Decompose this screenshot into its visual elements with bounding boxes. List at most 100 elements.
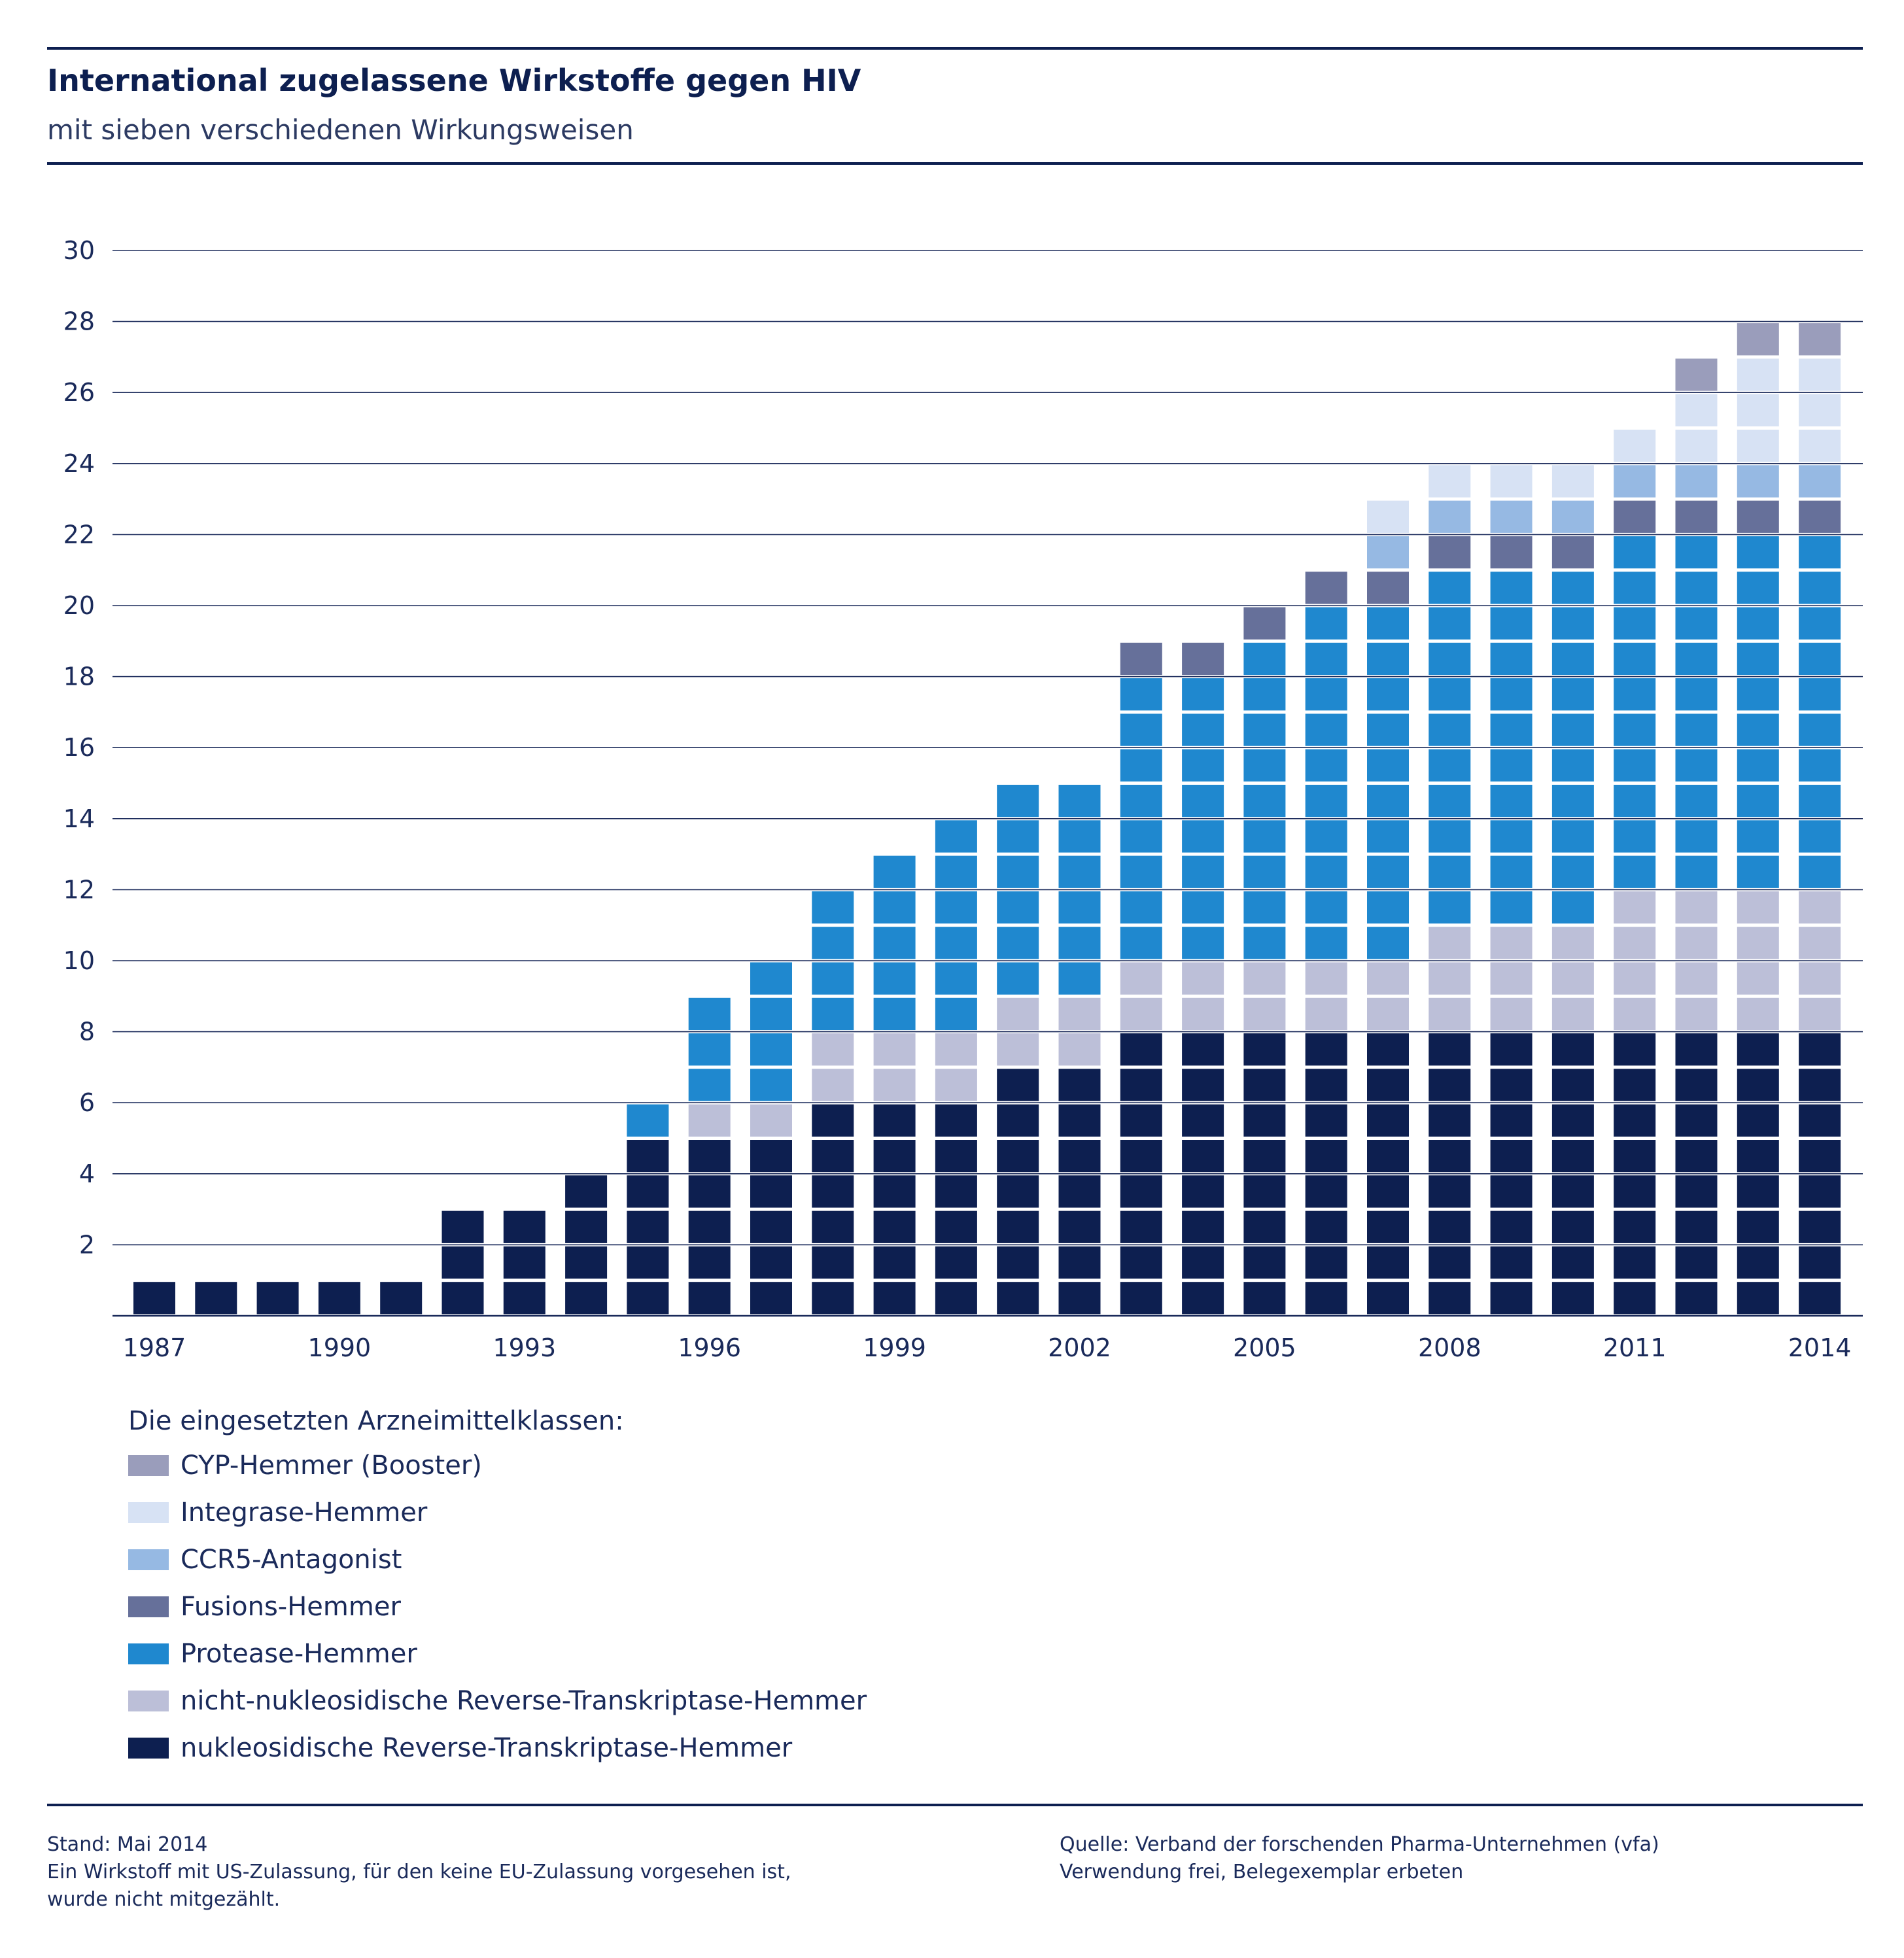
bar-segment [1614,1175,1656,1208]
footnote-right: Quelle: Verband der forschenden Pharma-U… [1060,1831,1659,1886]
bar-segment [750,1033,792,1066]
y-tick-label: 4 [79,1159,95,1188]
bar-segment [380,1282,423,1314]
gridlines [113,250,1863,1317]
bar-segment [1737,1033,1779,1066]
bar-segment [1120,1211,1162,1243]
bar-segment [1428,713,1471,746]
bar-segment [812,1246,854,1279]
bar-segment [873,1246,916,1279]
legend-item-nnrti: nicht-nukleosidische Reverse-Transkripta… [128,1686,867,1716]
bar-segment [1243,855,1286,888]
bar-segment [1428,1140,1471,1173]
bar-segment [935,927,977,959]
bar-segment [1675,749,1718,781]
bar-segment [1058,1069,1101,1101]
bar-segment [1243,607,1286,640]
bar-segment [1367,713,1409,746]
bar-segment [812,962,854,995]
bar-segment [1799,927,1841,959]
legend-swatch [128,1643,169,1664]
bar-segment [503,1282,545,1314]
bar-segment [1120,962,1162,995]
bar-segment [1428,1069,1471,1101]
bar-segment [1737,997,1779,1031]
bar-segment [1182,785,1224,817]
bar-segment [1243,891,1286,924]
bar-segment [997,891,1039,924]
bar-segment [1737,465,1779,498]
bar-segment [1243,997,1286,1031]
bar-segment [1428,465,1471,498]
bar-segment [688,1211,731,1243]
bar-segment [1367,607,1409,640]
bar-segment [1428,749,1471,781]
bar-segment [1675,820,1718,853]
bar-segment [1243,749,1286,781]
bar-segment [1305,1282,1347,1314]
bar-segment [1490,1069,1532,1101]
bar-segment [1305,607,1347,640]
footnote-status: Stand: Mai 2014 [47,1833,208,1856]
bar-segment [1120,927,1162,959]
bar-segment [1490,855,1532,888]
bar-segment [1614,500,1656,533]
legend-item-cyp-hemmer: CYP-Hemmer (Booster) [128,1451,482,1481]
bar-segment [1243,642,1286,676]
bar-segment [1737,1246,1779,1279]
footnote-source: Quelle: Verband der forschenden Pharma-U… [1060,1833,1659,1856]
bar-segment [935,855,977,888]
bar-segment [935,1282,977,1314]
bar-segment [812,927,854,959]
bar-segment [812,1175,854,1208]
bar-segment [750,962,792,995]
bar-segment [1675,1104,1718,1137]
bar-segment [1490,1211,1532,1243]
bar-segment [1367,536,1409,569]
bar-segment [997,1175,1039,1208]
bar-segment [1675,1033,1718,1066]
bar-segment [1799,1175,1841,1208]
x-tick-label: 2014 [1788,1333,1852,1362]
y-tick-label: 16 [63,733,95,762]
y-tick-label: 30 [63,236,95,265]
bar-segment [1675,713,1718,746]
bar-segment [1490,785,1532,817]
x-tick-label: 1993 [493,1333,556,1362]
bar-segment [1243,1175,1286,1208]
bar-segment [1120,1069,1162,1101]
bar-segment [997,997,1039,1031]
bar-segment [1675,997,1718,1031]
bar-segment [1675,1140,1718,1173]
bar-segment [1120,1175,1162,1208]
x-tick-label: 2011 [1603,1333,1667,1362]
bar-segment [1428,572,1471,604]
bar-segment [1367,1069,1409,1101]
bar-segment [935,1140,977,1173]
legend-item-integrase-hemmer: Integrase-Hemmer [128,1498,427,1528]
legend-swatch [128,1691,169,1711]
bar-segment [1243,962,1286,995]
bar-segment [1737,927,1779,959]
bar-segment [1428,1033,1471,1066]
bar-segment [1799,1104,1841,1137]
bar-segment [997,785,1039,817]
bar-segment [750,1175,792,1208]
bar-segment [1490,678,1532,711]
bar-segment [1551,1175,1594,1208]
header-rule [47,162,1863,165]
bar-segment [997,855,1039,888]
bar-segment [1305,1140,1347,1173]
bar-segment [1799,713,1841,746]
bars [133,323,1841,1314]
bar-segment [1737,358,1779,391]
bar-segment [812,1069,854,1101]
bar-segment [1675,1282,1718,1314]
x-tick-label: 2002 [1048,1333,1111,1362]
bar-segment [1243,1069,1286,1101]
bar-segment [1551,891,1594,924]
bar-segment [1737,323,1779,356]
legend-item-nrti: nukleosidische Reverse-Transkriptase-Hem… [128,1733,792,1763]
legend-swatch [128,1455,169,1476]
bar-segment [1182,891,1224,924]
